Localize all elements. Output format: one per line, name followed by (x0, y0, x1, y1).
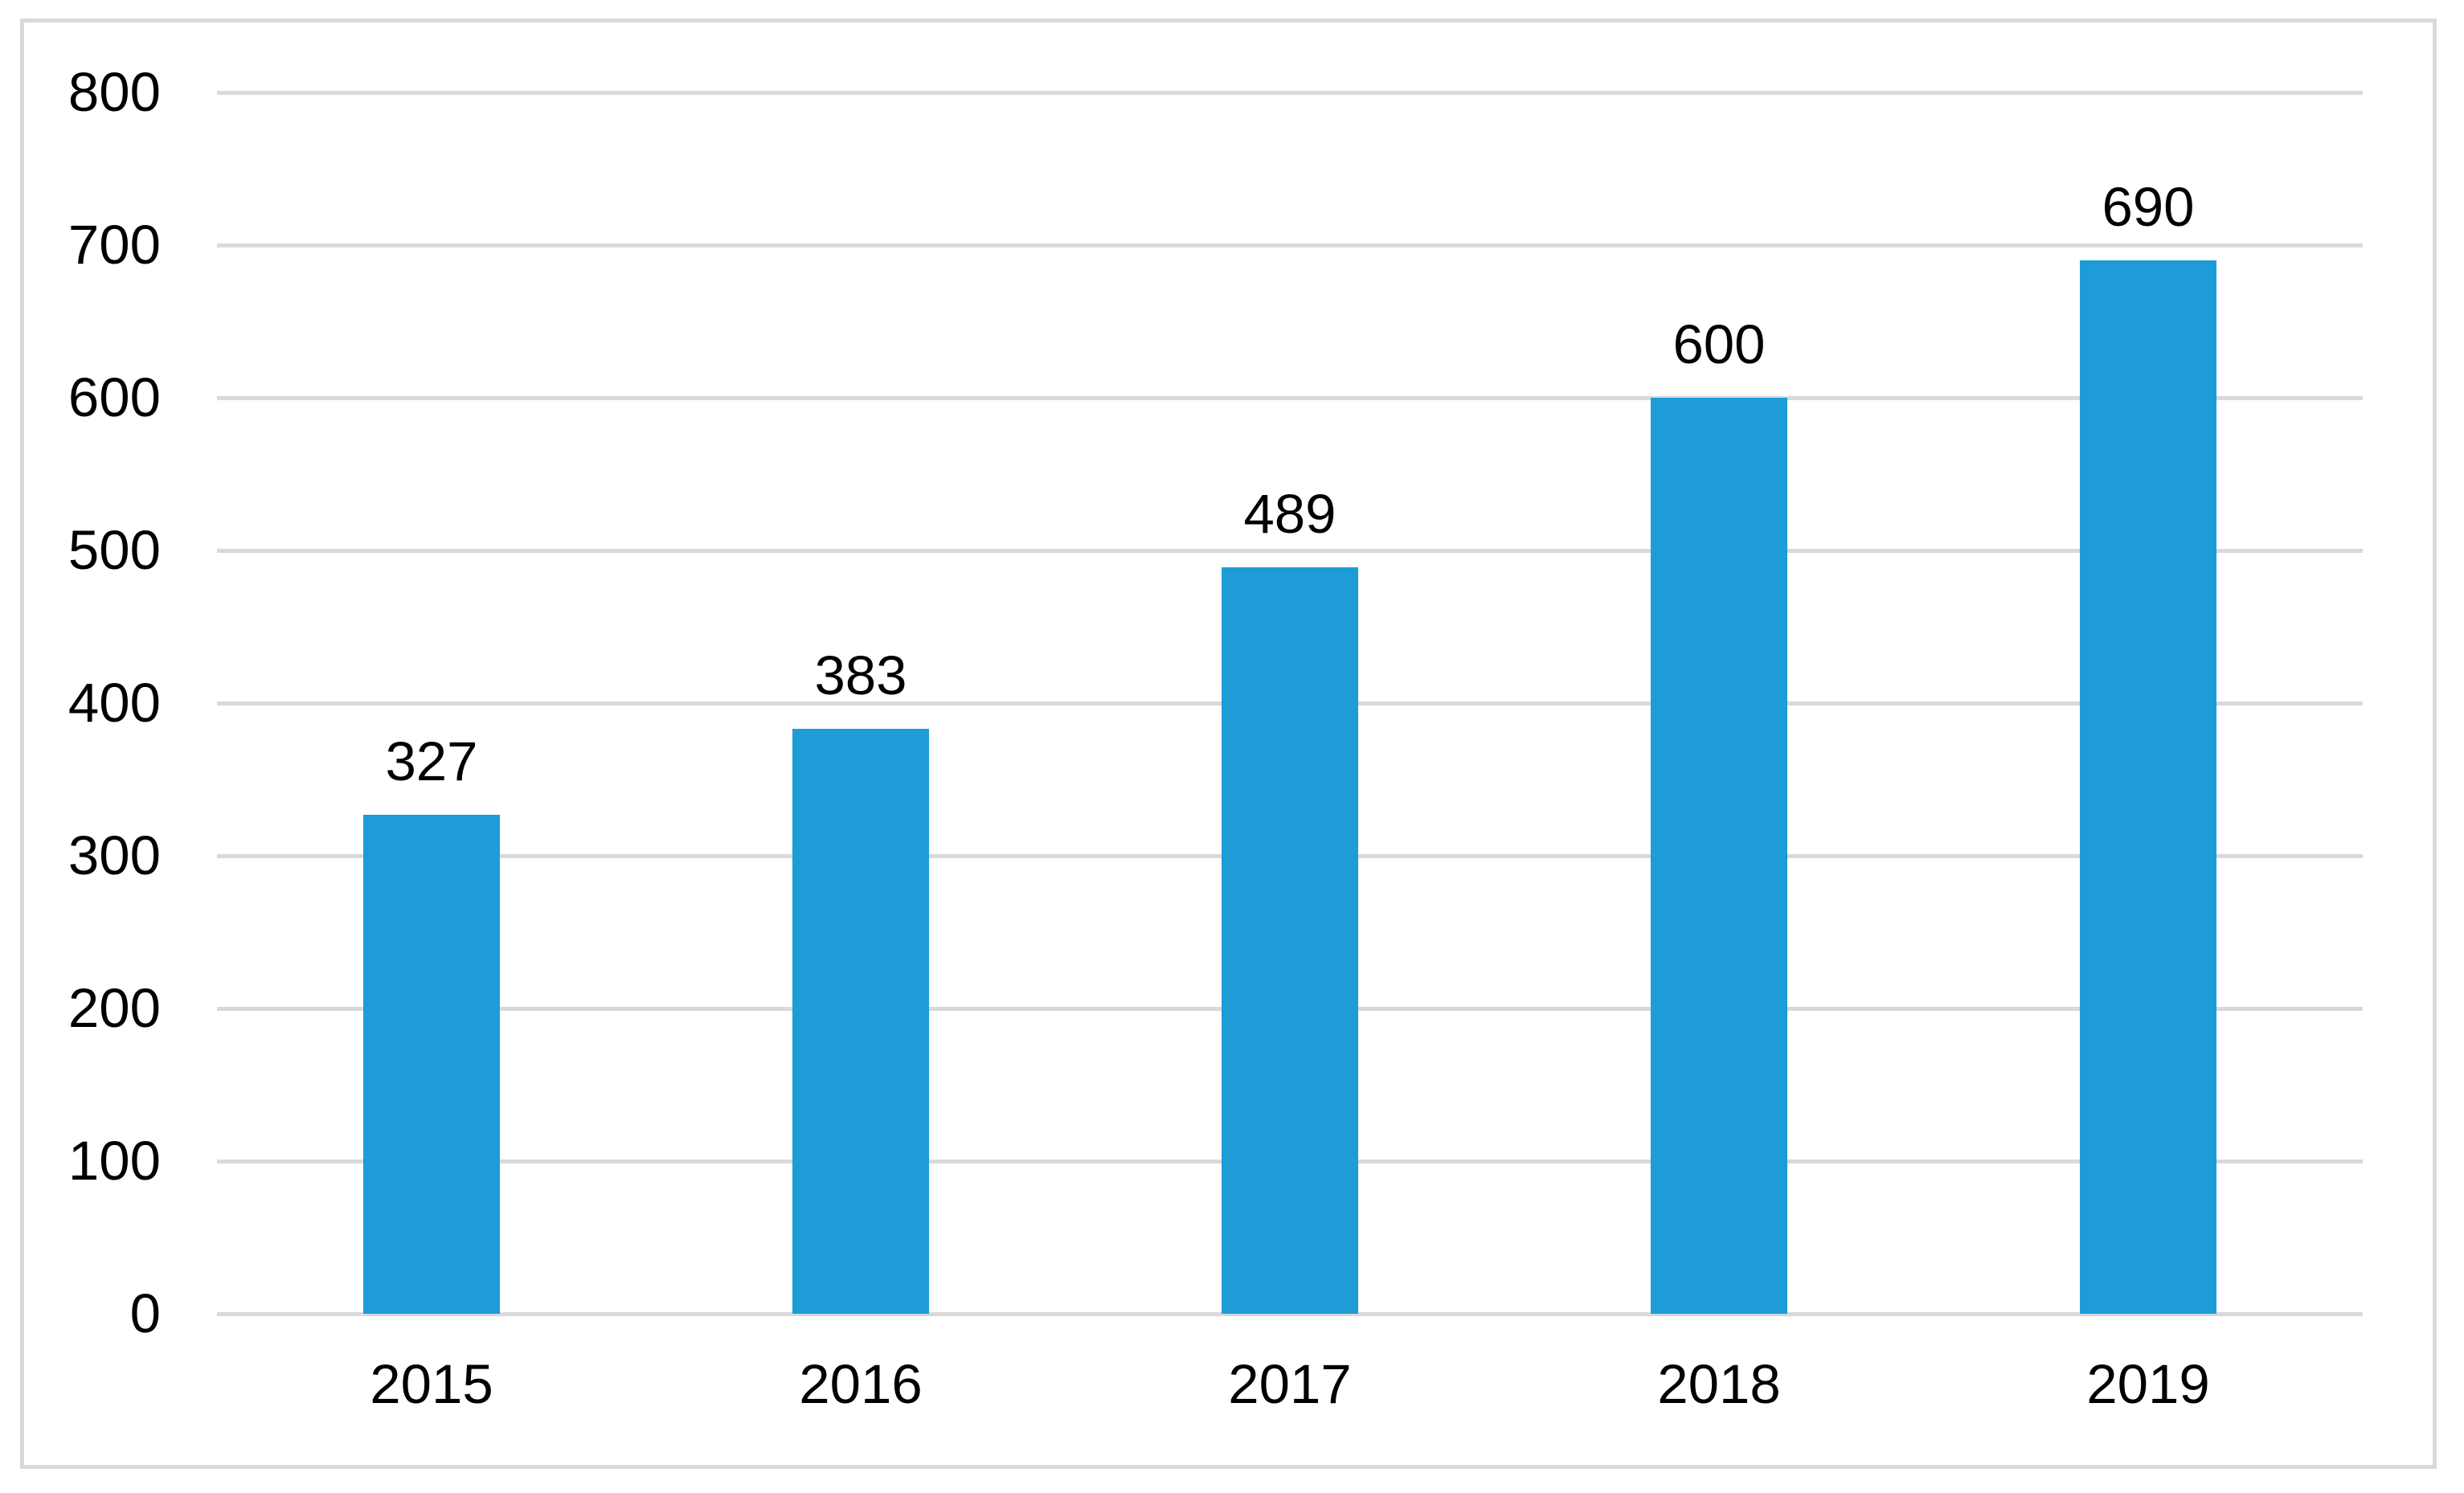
y-axis-tick-label-800: 800 (68, 61, 161, 123)
gridline-500 (217, 549, 2363, 553)
y-axis-tick-label-500: 500 (68, 519, 161, 581)
bar-slot-2018: 600 (1504, 92, 1934, 1314)
y-axis-tick-label-0: 0 (129, 1282, 161, 1344)
gridline-600 (217, 396, 2363, 400)
plot-area: 327 383 489 600 690 (217, 92, 2363, 1314)
bar-2016 (792, 729, 929, 1314)
gridline-700 (217, 243, 2363, 247)
bar-2015 (363, 815, 500, 1314)
bar-slot-2019: 690 (1934, 92, 2363, 1314)
y-axis-tick-label-600: 600 (68, 366, 161, 428)
x-axis-tick-label-2019: 2019 (2086, 1353, 2210, 1415)
bar-slot-2015: 327 (217, 92, 646, 1314)
gridline-0 (217, 1312, 2363, 1316)
y-axis-tick-labels: 0 100 200 300 400 500 600 700 800 (32, 61, 161, 1344)
x-axis-tick-labels: 2015 2016 2017 2018 2019 (217, 1350, 2363, 1419)
y-axis-tick-label-200: 200 (68, 977, 161, 1039)
x-axis-tick-label-2015: 2015 (370, 1353, 493, 1415)
chart-frame: 0 100 200 300 400 500 600 700 800 327 383 489 600 69… (20, 18, 2437, 1469)
bar-value-label-2016: 383 (814, 644, 907, 706)
bar-2019 (2080, 260, 2216, 1314)
y-axis-tick-label-100: 100 (68, 1130, 161, 1192)
x-axis-tick-label-2016: 2016 (799, 1353, 923, 1415)
x-axis-tick-label-2018: 2018 (1657, 1353, 1781, 1415)
bar-value-label-2019: 690 (2102, 176, 2195, 238)
bar-slot-2016: 383 (646, 92, 1075, 1314)
bar-value-label-2015: 327 (385, 730, 478, 792)
bar-2017 (1222, 567, 1358, 1314)
x-axis-tick-label-2017: 2017 (1228, 1353, 1352, 1415)
bar-value-label-2018: 600 (1672, 313, 1766, 375)
bar-value-label-2017: 489 (1243, 483, 1336, 545)
y-axis-tick-label-300: 300 (68, 824, 161, 886)
y-axis-tick-label-400: 400 (68, 672, 161, 734)
bar-2018 (1651, 398, 1787, 1314)
y-axis-tick-label-700: 700 (68, 214, 161, 276)
gridline-800 (217, 91, 2363, 95)
bar-slot-2017: 489 (1075, 92, 1504, 1314)
